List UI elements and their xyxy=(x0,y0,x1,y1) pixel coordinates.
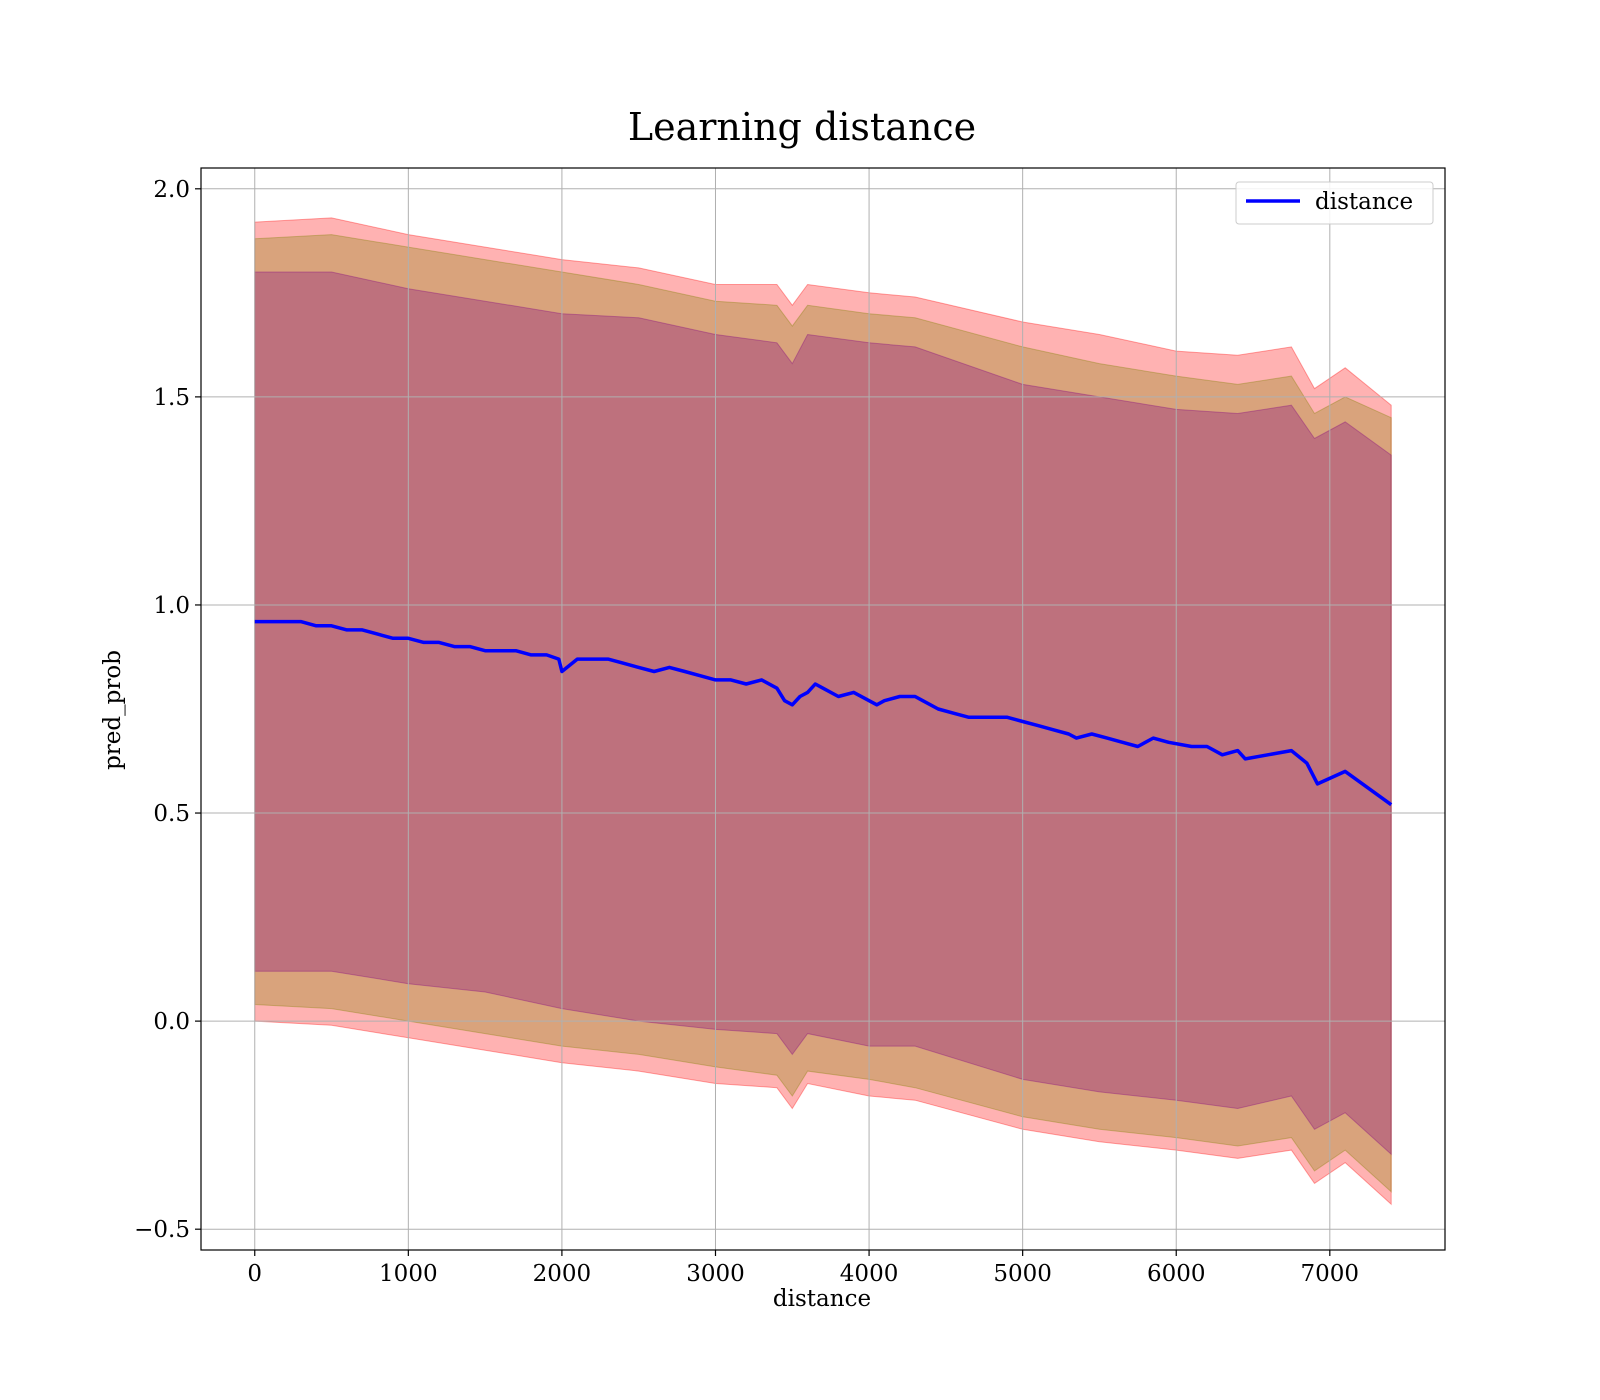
band-middle xyxy=(254,234,1392,1193)
y-tick-label-4: 1.5 xyxy=(153,385,190,411)
x-tick-label-2: 2000 xyxy=(533,1261,592,1287)
y-axis-label: pred_prob xyxy=(100,650,126,770)
x-tick-label-7: 7000 xyxy=(1301,1261,1360,1287)
x-tick-label-1: 1000 xyxy=(379,1261,438,1287)
x-tick-label-6: 6000 xyxy=(1147,1261,1206,1287)
x-tick-label-3: 3000 xyxy=(686,1261,745,1287)
legend-box xyxy=(1235,181,1434,225)
legend-entry-distance: distance xyxy=(1315,189,1413,215)
x-tick-label-0: 0 xyxy=(247,1261,262,1287)
x-tick-label-4: 4000 xyxy=(840,1261,899,1287)
plot-frame xyxy=(200,167,1446,1251)
x-tick-label-5: 5000 xyxy=(993,1261,1052,1287)
series-lines xyxy=(254,619,1393,807)
chart-title: Learning distance xyxy=(628,105,976,149)
x-axis-label: distance xyxy=(773,1286,871,1312)
y-tick-label-0: −0.5 xyxy=(134,1217,190,1243)
confidence-bands xyxy=(254,217,1392,1206)
series-line-distance xyxy=(254,619,1393,807)
y-axis-ticks: −0.5 0.0 0.5 1.0 1.5 2.0 xyxy=(134,177,201,1243)
legend: distance xyxy=(1235,181,1434,225)
y-tick-label-5: 2.0 xyxy=(153,177,190,203)
x-axis-ticks: 0 1000 2000 3000 4000 5000 6000 7000 xyxy=(247,1250,1359,1287)
band-outer xyxy=(254,217,1392,1206)
band-inner xyxy=(254,271,1392,1156)
y-tick-label-3: 1.0 xyxy=(153,593,190,619)
y-tick-label-1: 0.0 xyxy=(153,1009,190,1035)
y-tick-label-2: 0.5 xyxy=(153,801,190,827)
